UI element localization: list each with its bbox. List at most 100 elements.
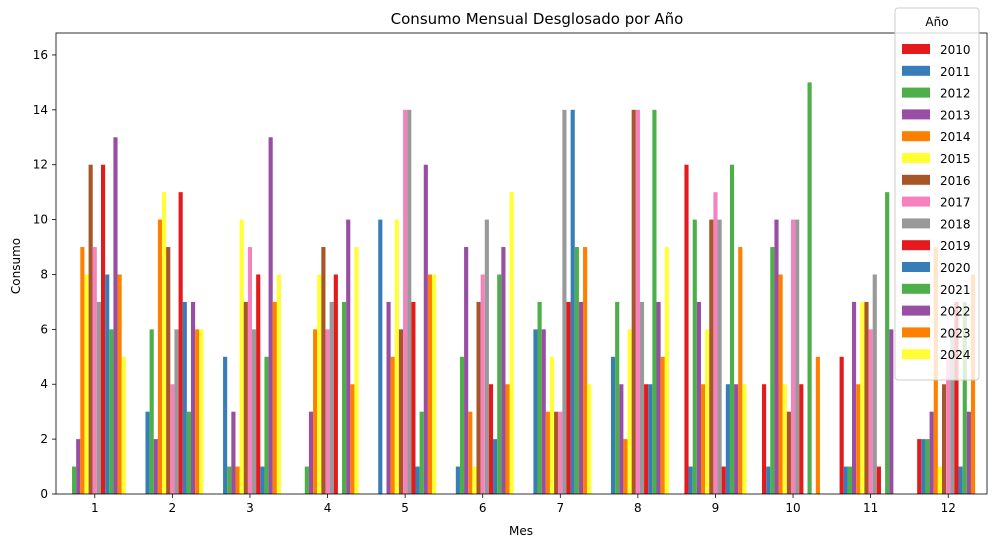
legend-label-2020: 2020 (940, 261, 971, 275)
x-tick-label: 7 (556, 501, 564, 515)
bar-2017-mes-2 (170, 384, 175, 494)
y-tick-label: 14 (33, 103, 48, 117)
bar-2018-mes-6 (484, 219, 489, 494)
bar-2021-mes-6 (497, 274, 502, 494)
bar-2016-mes-10 (786, 411, 791, 494)
bar-2021-mes-4 (342, 301, 347, 494)
bar-2018-mes-1 (96, 301, 101, 494)
legend-label-2015: 2015 (940, 152, 971, 166)
bar-2016-mes-4 (321, 247, 326, 494)
bar-2014-mes-8 (623, 439, 628, 494)
x-tick-label: 9 (712, 501, 720, 515)
bar-2021-mes-5 (419, 411, 424, 494)
x-tick-label: 6 (479, 501, 487, 515)
bar-2015-mes-7 (549, 356, 555, 494)
plot-frame (55, 32, 988, 495)
x-tick-label: 1 (91, 501, 99, 515)
bar-2016-mes-3 (243, 301, 248, 494)
bar-2015-mes-2 (162, 192, 167, 494)
bar-2016-mes-6 (476, 301, 481, 494)
bar-2018-mes-2 (174, 329, 179, 494)
bar-2014-mes-7 (545, 411, 550, 494)
legend-label-2011: 2011 (940, 65, 971, 79)
bar-2013-mes-5 (386, 301, 391, 494)
bar-2012-mes-1 (72, 466, 77, 494)
bar-2012-mes-6 (459, 356, 465, 494)
bar-2023-mes-4 (350, 384, 355, 494)
bar-2022-mes-8 (656, 301, 661, 494)
bar-2021-mes-12 (962, 301, 967, 494)
bar-2022-mes-7 (578, 301, 584, 494)
bar-2022-mes-9 (734, 384, 739, 494)
bar-2022-mes-5 (423, 164, 428, 494)
bar-2023-mes-7 (583, 247, 588, 494)
bar-2021-mes-8 (652, 109, 657, 494)
bar-2020-mes-8 (648, 384, 653, 494)
legend-label-2022: 2022 (940, 305, 971, 319)
legend-items: 2010 2011 2012 2013 2014 2015 2016 2017 2018 2019… (902, 43, 971, 362)
bar-2015-mes-12 (937, 466, 942, 494)
bar-2010-mes-10 (762, 384, 767, 494)
bar-2017-mes-5 (403, 109, 408, 494)
bar-2020-mes-7 (570, 109, 575, 494)
legend-swatch-2016 (902, 174, 930, 185)
bars-layer (72, 82, 976, 494)
legend: Año 2010 2011 2012 2013 2014 2015 2016 2017 2018… (894, 7, 980, 381)
bar-2015-mes-9 (705, 329, 710, 494)
bar-2021-mes-2 (186, 411, 191, 494)
bar-2012-mes-12 (925, 439, 930, 494)
bar-2022-mes-2 (190, 301, 196, 494)
bar-2020-mes-5 (415, 466, 420, 494)
bar-2021-mes-7 (574, 247, 579, 494)
legend-label-2013: 2013 (940, 108, 971, 122)
bar-2013-mes-2 (153, 439, 158, 494)
bar-2020-mes-3 (260, 466, 265, 494)
bar-2020-mes-6 (493, 439, 498, 494)
bar-2017-mes-1 (92, 247, 97, 494)
legend-swatch-2014 (902, 131, 930, 142)
bar-2011-mes-9 (688, 466, 693, 494)
bar-2016-mes-1 (88, 164, 93, 494)
bar-2014-mes-11 (856, 384, 861, 494)
bar-2023-mes-12 (970, 274, 976, 494)
bar-2016-mes-9 (709, 219, 714, 494)
bar-2017-mes-6 (480, 274, 485, 494)
bar-2019-mes-5 (411, 301, 416, 494)
bar-2015-mes-3 (239, 219, 244, 494)
bar-2018-mes-7 (562, 109, 567, 494)
bar-2013-mes-6 (464, 247, 469, 494)
legend-swatch-2018 (902, 218, 930, 229)
bar-2017-mes-11 (868, 329, 873, 494)
bar-2022-mes-11 (889, 329, 894, 494)
legend-label-2010: 2010 (940, 43, 971, 57)
bar-2018-mes-3 (252, 329, 257, 494)
bar-2017-mes-8 (635, 109, 640, 494)
chart-title: Consumo Mensual Desglosado por Año (391, 10, 684, 28)
bar-2023-mes-9 (738, 247, 743, 494)
bar-2021-mes-1 (109, 329, 114, 494)
legend-swatch-2024 (902, 349, 930, 360)
legend-swatch-2011 (902, 65, 930, 76)
legend-swatch-2012 (902, 87, 930, 98)
legend-label-2017: 2017 (940, 196, 971, 210)
bar-2013-mes-11 (852, 301, 857, 494)
bar-2023-mes-3 (272, 301, 277, 494)
bar-2014-mes-1 (80, 247, 85, 494)
bar-2019-mes-4 (333, 274, 338, 494)
bar-2019-mes-9 (721, 466, 726, 494)
legend-label-2024: 2024 (940, 348, 971, 362)
bar-2011-mes-7 (533, 329, 538, 494)
legend-label-2021: 2021 (940, 283, 971, 297)
y-tick-label: 16 (33, 48, 48, 62)
legend-swatch-2017 (902, 196, 930, 207)
bar-2011-mes-6 (455, 466, 460, 494)
bar-2022-mes-1 (113, 137, 118, 494)
bar-2021-mes-11 (885, 192, 890, 494)
bar-2018-mes-10 (795, 219, 800, 494)
bar-2013-mes-8 (619, 384, 624, 494)
bar-2024-mes-6 (509, 192, 514, 494)
bar-2013-mes-1 (76, 439, 81, 494)
bar-2016-mes-8 (631, 109, 636, 494)
bar-2012-mes-10 (770, 247, 775, 494)
